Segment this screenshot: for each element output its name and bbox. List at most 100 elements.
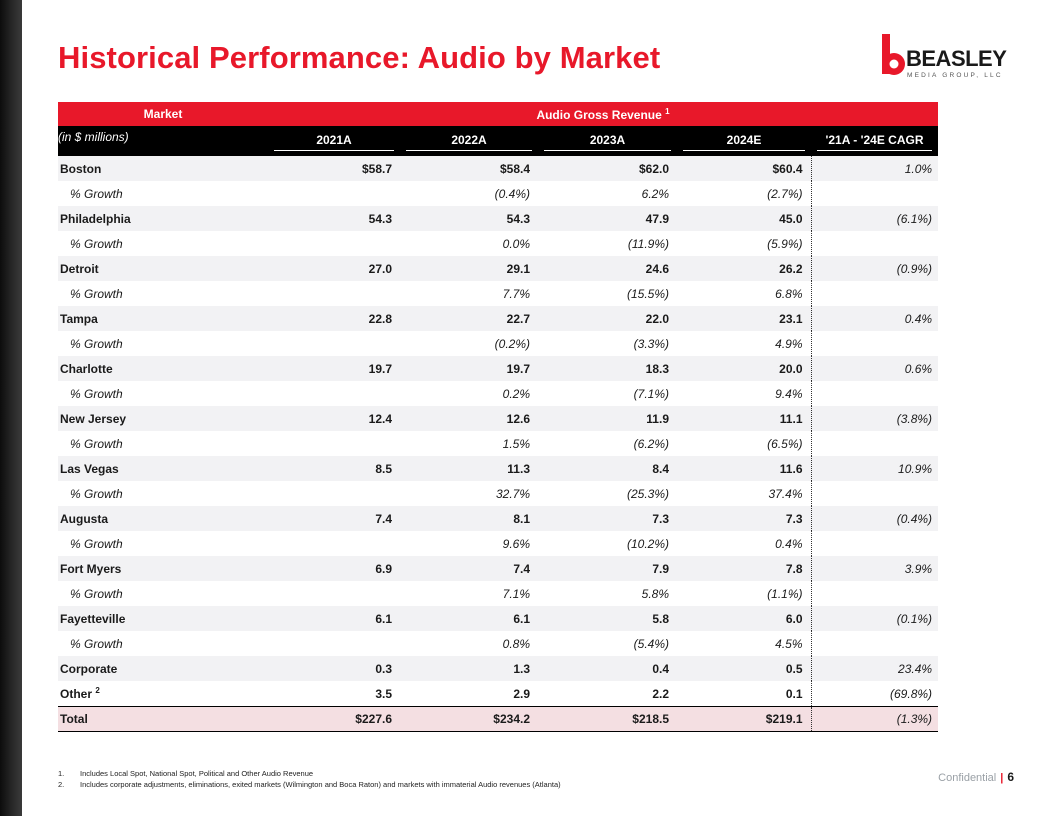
market-name: Boston — [58, 156, 268, 181]
market-name: Las Vegas — [58, 456, 268, 481]
growth-row: % Growth 9.6% (10.2%) 0.4% — [58, 531, 939, 556]
growth-row: % Growth 7.7% (15.5%) 6.8% — [58, 281, 939, 306]
growth-value: (5.9%) — [767, 236, 803, 251]
revenue-value: 8.5 — [268, 456, 400, 481]
revenue-value: 24.6 — [538, 256, 677, 281]
market-name: Corporate — [58, 656, 268, 681]
revenue-value: $58.4 — [400, 156, 538, 181]
empty-cell — [268, 181, 400, 206]
cagr-value: 0.4% — [810, 306, 939, 331]
footnotes: 1. Includes Local Spot, National Spot, Po… — [58, 768, 561, 790]
growth-label: % Growth — [70, 386, 123, 401]
revenue-value: 23.1 — [677, 306, 811, 331]
logo-subtitle: MEDIA GROUP, LLC — [907, 72, 1003, 79]
revenue-value: 8.4 — [538, 456, 677, 481]
footer-separator: | — [1000, 772, 1004, 784]
cagr-value: 0.6% — [810, 356, 939, 381]
empty-cell — [810, 431, 939, 456]
growth-row: % Growth 0.0% (11.9%) (5.9%) — [58, 231, 939, 256]
empty-cell — [810, 181, 939, 206]
growth-value: 9.6% — [502, 536, 530, 551]
growth-value: (25.3%) — [626, 486, 669, 501]
revenue-value: 22.7 — [400, 306, 538, 331]
footnote: 2. Includes corporate adjustments, elimin… — [58, 780, 561, 789]
cagr-value: (3.8%) — [810, 406, 939, 431]
revenue-value: 8.1 — [400, 506, 538, 531]
revenue-value: $60.4 — [677, 156, 811, 181]
cagr-value: (0.4%) — [810, 506, 939, 531]
revenue-value: 11.6 — [677, 456, 811, 481]
revenue-value: 22.0 — [538, 306, 677, 331]
market-name: Total — [58, 706, 268, 732]
revenue-value: 47.9 — [538, 206, 677, 231]
table-body: Boston $58.7 $58.4 $62.0 $60.4 1.0% % Growth (0… — [58, 156, 939, 732]
growth-value: 4.9% — [775, 336, 803, 351]
revenue-value: 54.3 — [268, 206, 400, 231]
revenue-value: $234.2 — [400, 706, 538, 732]
revenue-value: 11.9 — [538, 406, 677, 431]
growth-value: (6.2%) — [633, 436, 669, 451]
cagr-value: 3.9% — [810, 556, 939, 581]
revenue-value: 0.1 — [785, 686, 803, 701]
revenue-value: 6.0 — [677, 606, 811, 631]
revenue-value: 1.3 — [400, 656, 538, 681]
growth-label: % Growth — [70, 586, 123, 601]
cagr-value: 23.4% — [810, 656, 939, 681]
revenue-value: 7.9 — [538, 556, 677, 581]
market-row: Fayetteville 6.1 6.1 5.8 6.0 (0.1%) — [58, 606, 939, 631]
market-row: Augusta 7.4 8.1 7.3 7.3 (0.4%) — [58, 506, 939, 531]
footnote-ref-1: 1 — [665, 106, 670, 116]
empty-cell — [810, 531, 939, 556]
revenue-value: 45.0 — [677, 206, 811, 231]
revenue-value: 6.9 — [268, 556, 400, 581]
col-header: 2024E — [677, 127, 811, 156]
revenue-value: 0.3 — [268, 656, 400, 681]
footnote: 1. Includes Local Spot, National Spot, Po… — [58, 769, 314, 778]
revenue-value: 27.0 — [268, 256, 400, 281]
revenue-value: 20.0 — [677, 356, 811, 381]
empty-cell — [268, 631, 400, 656]
revenue-value: 6.1 — [268, 606, 400, 631]
market-row: Fort Myers 6.9 7.4 7.9 7.8 3.9% — [58, 556, 939, 581]
revenue-value: 11.3 — [400, 456, 538, 481]
growth-label: % Growth — [70, 336, 123, 351]
revenue-value: 19.7 — [400, 356, 538, 381]
market-row: Las Vegas 8.5 11.3 8.4 11.6 10.9% — [58, 456, 939, 481]
growth-row: % Growth (0.2%) (3.3%) 4.9% — [58, 331, 939, 356]
growth-label: % Growth — [70, 286, 123, 301]
revenue-value: 7.3 — [677, 506, 811, 531]
growth-value: (2.7%) — [767, 186, 803, 201]
empty-cell — [810, 481, 939, 506]
cagr-value: (69.8%) — [810, 681, 939, 707]
growth-value: 0.2% — [502, 386, 530, 401]
growth-row: % Growth 0.8% (5.4%) 4.5% — [58, 631, 939, 656]
empty-cell — [810, 381, 939, 406]
growth-value: 32.7% — [495, 486, 530, 501]
growth-row: % Growth (0.4%) 6.2% (2.7%) — [58, 181, 939, 206]
cagr-value: (6.1%) — [810, 206, 939, 231]
revenue-value: 7.3 — [538, 506, 677, 531]
growth-value: (7.1%) — [633, 386, 669, 401]
growth-value: 9.4% — [775, 386, 803, 401]
growth-row: % Growth 7.1% 5.8% (1.1%) — [58, 581, 939, 606]
market-row: New Jersey 12.4 12.6 11.9 11.1 (3.8%) — [58, 406, 939, 431]
revenue-value: $227.6 — [268, 706, 400, 732]
market-row: Tampa 22.8 22.7 22.0 23.1 0.4% — [58, 306, 939, 331]
empty-cell — [268, 531, 400, 556]
empty-cell — [810, 631, 939, 656]
revenue-value: 19.7 — [268, 356, 400, 381]
growth-value: (1.1%) — [767, 586, 803, 601]
growth-value: 7.1% — [502, 586, 530, 601]
revenue-value: 3.5 — [375, 686, 392, 701]
empty-cell — [810, 581, 939, 606]
market-name: Tampa — [58, 306, 268, 331]
market-header: Market — [58, 102, 268, 128]
group-header: Audio Gross Revenue 1 — [268, 102, 939, 128]
beasley-logo: BEASLEY MEDIA GROUP, LLC — [880, 34, 1010, 84]
side-bar — [0, 0, 22, 816]
revenue-value: 18.3 — [538, 356, 677, 381]
growth-value: 0.8% — [502, 636, 530, 651]
growth-value: (10.2%) — [626, 536, 669, 551]
beasley-b-icon — [882, 34, 905, 75]
growth-label: % Growth — [70, 486, 123, 501]
